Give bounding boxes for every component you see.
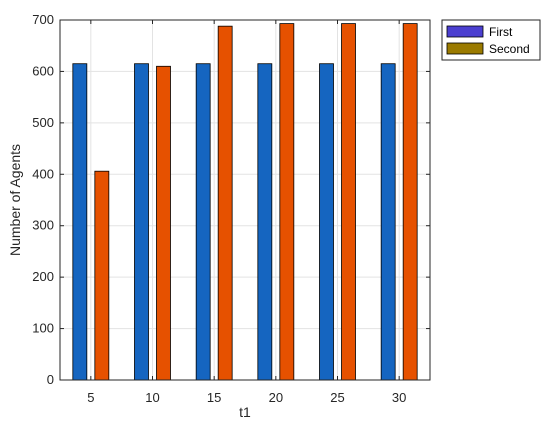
x-tick-label: 10: [145, 390, 159, 405]
bar-first-10: [134, 63, 149, 381]
bar-first-20: [257, 63, 273, 381]
bar-first-25: [319, 63, 334, 381]
y-axis-label: Number of Agents: [7, 144, 23, 256]
legend-swatch-first: [446, 25, 484, 38]
legend-label-first: First: [489, 25, 513, 39]
y-tick-label: 200: [32, 269, 54, 284]
bar-second-15: [217, 25, 233, 381]
y-tick-label: 400: [32, 166, 54, 181]
y-tick-label: 700: [32, 12, 54, 27]
y-tick-label: 300: [32, 218, 54, 233]
y-tick-label: 500: [32, 115, 54, 130]
bar-second-25: [341, 23, 356, 381]
bar-second-30: [402, 23, 418, 381]
grid-lines: [60, 19, 430, 381]
bar-first-15: [195, 63, 211, 381]
plot-area-frame: [59, 19, 431, 381]
x-tick-label: 30: [392, 390, 406, 405]
y-tick-label: 600: [32, 63, 54, 78]
bar-second-20: [279, 23, 295, 381]
x-tick-label: 25: [330, 390, 344, 405]
legend: First Second: [441, 19, 541, 61]
bar-second-5: [94, 170, 110, 381]
x-axis-label: t1: [239, 404, 251, 420]
legend-label-second: Second: [489, 42, 530, 56]
x-tick-label: 20: [269, 390, 283, 405]
bar-second-10: [156, 65, 171, 381]
legend-swatch-second: [446, 42, 484, 55]
bar-first-5: [72, 63, 88, 381]
bars: [72, 23, 418, 381]
bar-first-30: [380, 63, 396, 381]
x-tick-label: 5: [87, 390, 94, 405]
y-tick-label: 100: [32, 321, 54, 336]
x-tick-label: 15: [207, 390, 221, 405]
x-axis-ticks: 5 10 15 20 25 30: [87, 20, 406, 405]
y-axis-ticks: 0 100 200 300 400 500 600 700: [32, 12, 430, 387]
y-tick-label: 0: [47, 372, 54, 387]
